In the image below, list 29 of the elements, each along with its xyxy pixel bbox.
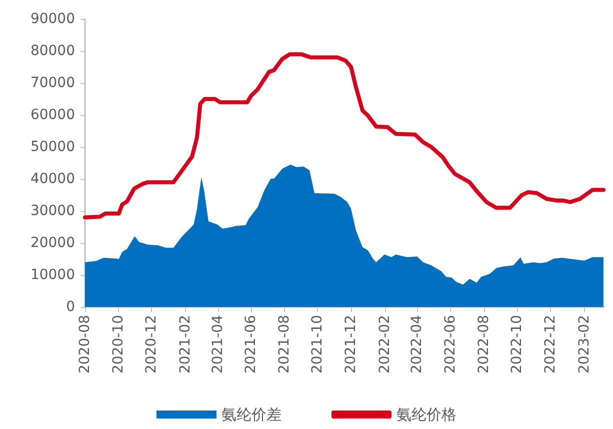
x-tick-label: 2022-12	[542, 315, 558, 374]
y-tick-label: 50000	[30, 139, 75, 155]
x-tick-label: 2022-10	[509, 315, 526, 374]
x-tick-label: 2022-02	[376, 315, 393, 374]
y-tick-label: 10000	[30, 267, 75, 283]
x-tick-label: 2021-08	[276, 315, 292, 374]
y-tick-label: 80000	[30, 43, 75, 59]
x-tick-label: 2022-08	[476, 315, 492, 374]
x-tick-label: 2021-06	[243, 314, 260, 374]
x-tick-label: 2021-12	[343, 315, 360, 374]
x-tick-label: 2021-02	[178, 315, 194, 374]
x-tick-label: 2020-10	[110, 315, 126, 374]
line-series	[83, 52, 606, 220]
x-tick-label: 2020-12	[144, 315, 160, 374]
y-tick-label: 0	[66, 299, 75, 315]
y-tick-label: 20000	[30, 235, 75, 251]
legend-label: 氨纶价格	[396, 406, 456, 424]
y-tick-label: 70000	[30, 75, 75, 91]
y-tick-label: 60000	[30, 107, 75, 123]
y-tick-label: 30000	[30, 203, 75, 219]
x-tick-label: 2021-04	[210, 314, 226, 374]
x-tick-label: 2022-06	[442, 314, 458, 374]
x-tick-label: 2022-04	[409, 314, 426, 374]
legend-label: 氨纶价差	[222, 406, 282, 424]
x-tick-label: 2021-10	[310, 315, 326, 374]
x-tick-label: 2023-02	[576, 315, 592, 374]
x-tick-label: 2020-08	[77, 315, 93, 374]
y-tick-label: 90000	[30, 11, 75, 27]
y-tick-label: 40000	[30, 171, 75, 187]
